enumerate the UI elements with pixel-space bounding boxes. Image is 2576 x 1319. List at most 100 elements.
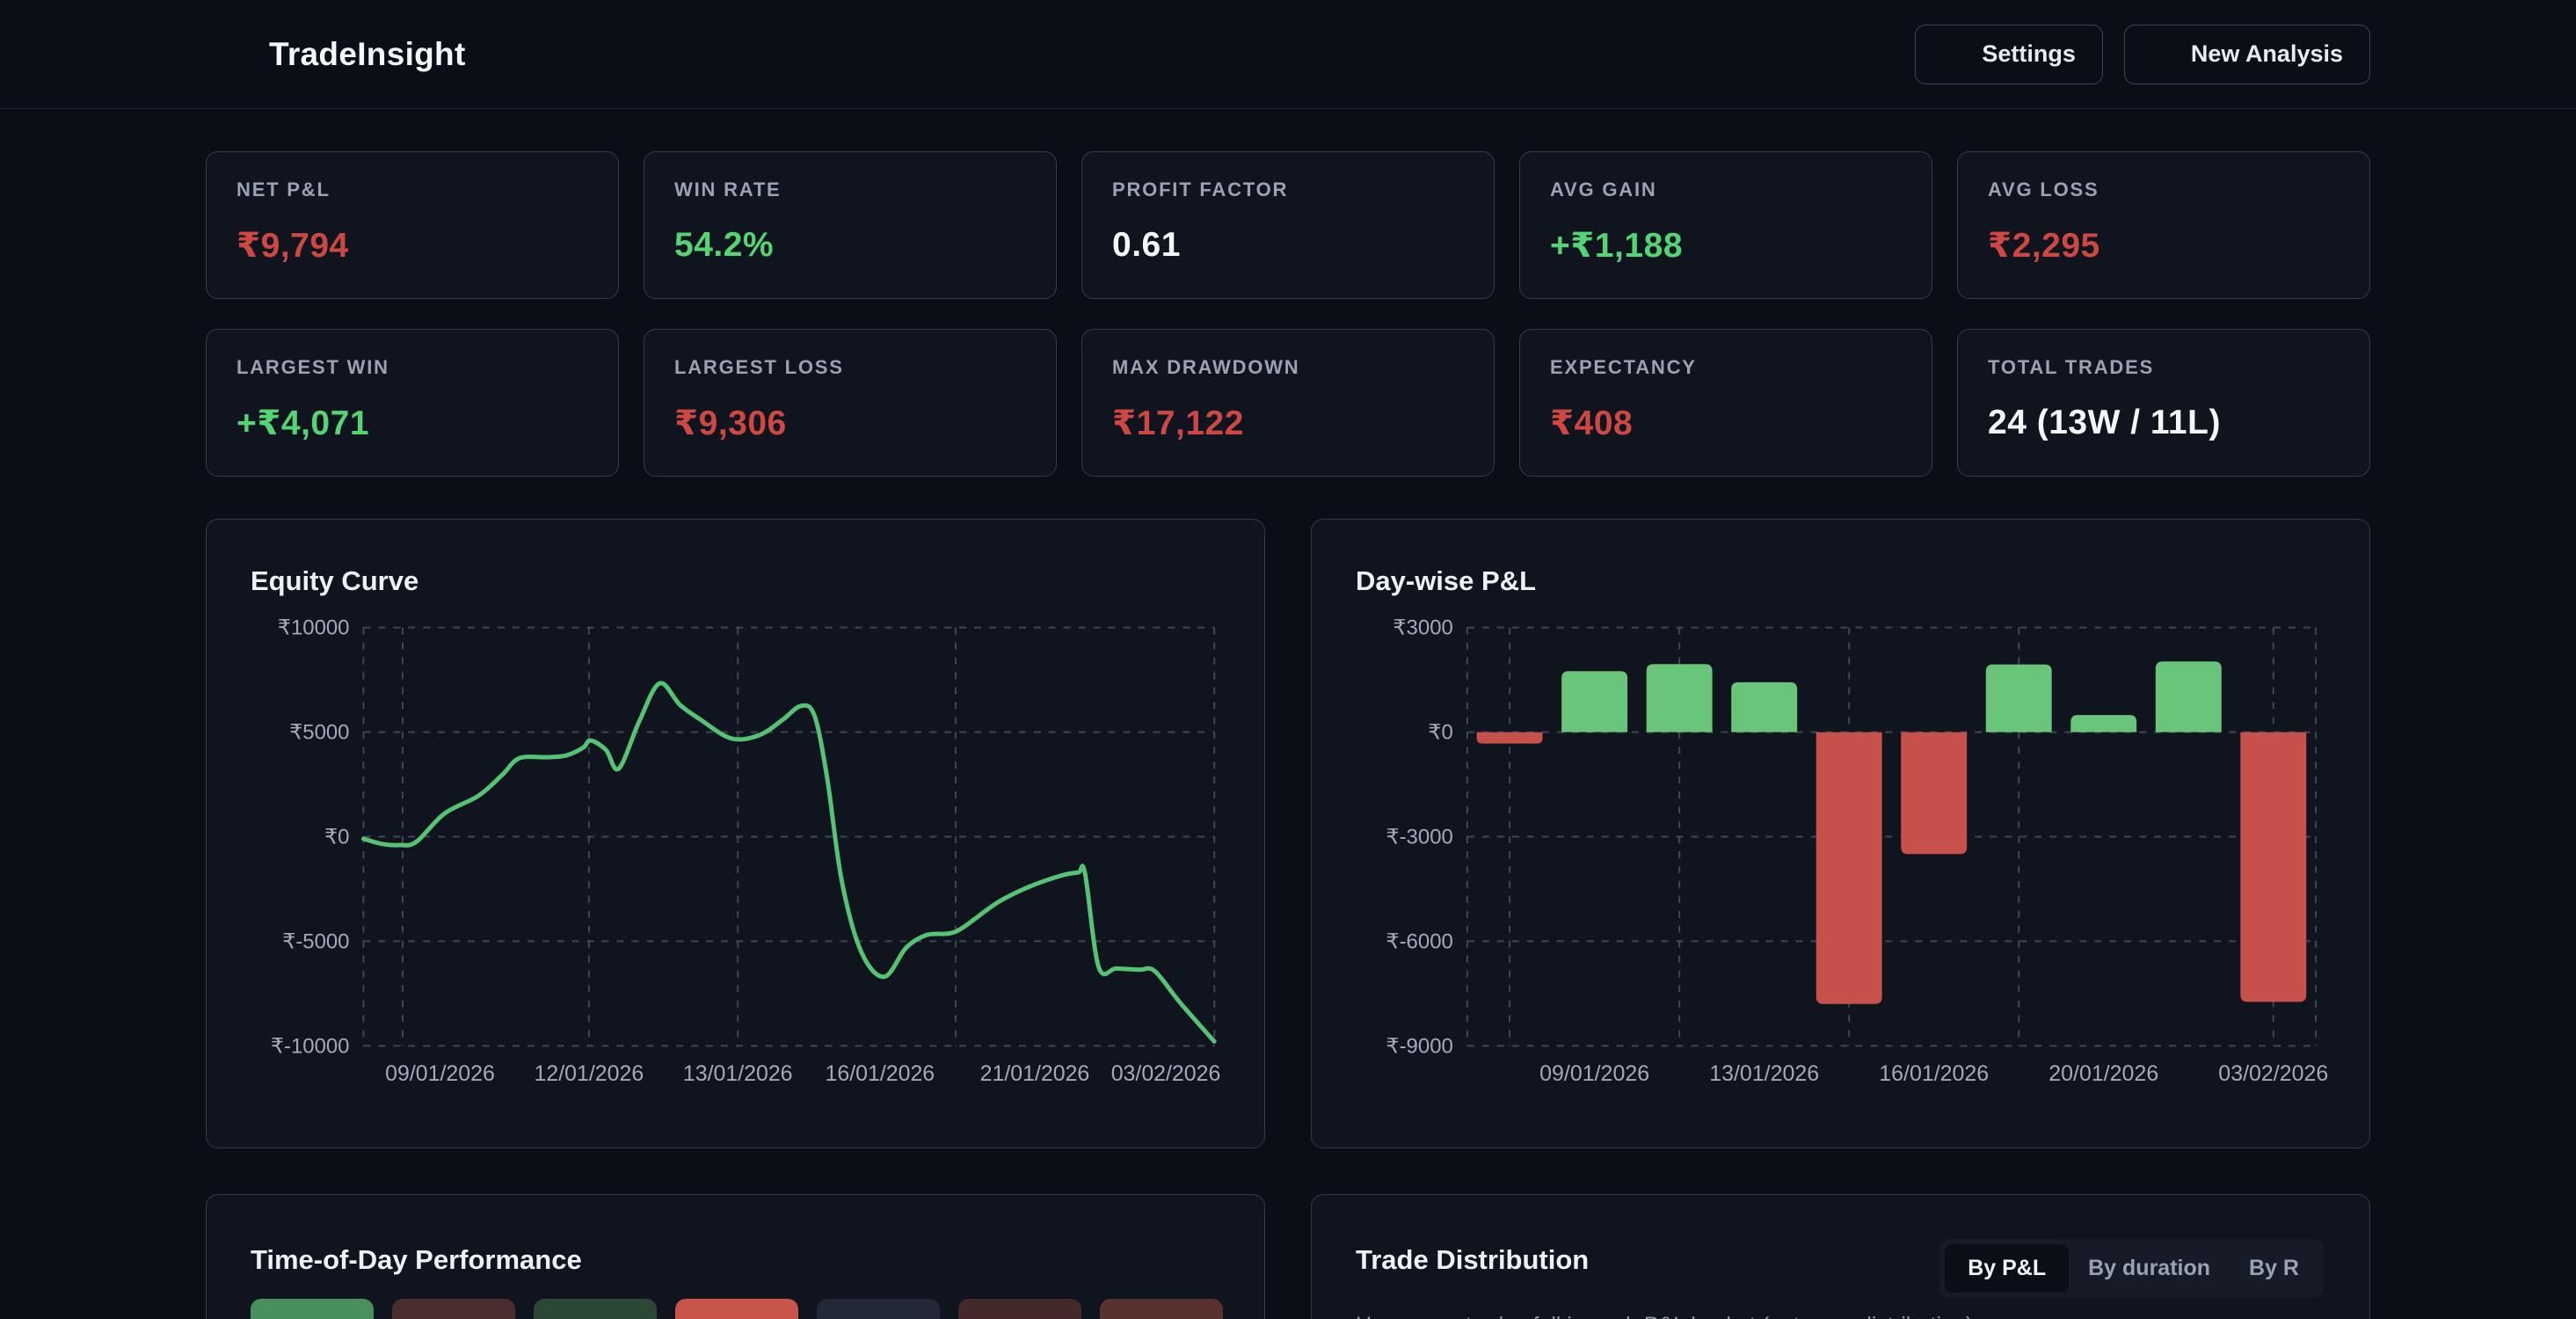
app-logo: TradeInsight [206,32,466,77]
tab-by-p-l[interactable]: By P&L [1945,1244,2070,1293]
stat-label: PROFIT FACTOR [1112,179,1289,200]
stat-value: 0.61 [1112,226,1181,264]
svg-text:09/01/2026: 09/01/2026 [1539,1061,1649,1086]
stat-label: NET P&L [236,179,331,200]
activity-icon [560,179,588,207]
svg-text:16/01/2026: 16/01/2026 [1879,1061,1989,1086]
target-icon [998,179,1026,207]
header-actions: Settings New Analysis [1915,24,2370,84]
daywise-bar [1476,732,1543,744]
stat-value: ₹9,306 [674,404,787,442]
stat-card-win-rate: WIN RATE 54.2% [644,151,1057,299]
svg-text:₹0: ₹0 [1428,721,1453,745]
gear-icon [1942,41,1968,68]
tab-by-r[interactable]: By R [2249,1256,2299,1280]
stat-card-expectancy: EXPECTANCY ₹408 [1519,329,1932,477]
svg-text:₹5000: ₹5000 [289,721,349,745]
stat-label: WIN RATE [674,179,782,200]
bar-chart-icon [1436,179,1464,207]
equity-curve-title: Equity Curve [251,565,419,596]
bottom-row: Time-of-Day Performance Trade Distributi… [206,1194,2370,1319]
stat-label: EXPECTANCY [1550,356,1697,378]
stats-grid: NET P&L ₹9,794 WIN RATE 54.2% PROFIT FACTOR 0… [206,151,2370,477]
stat-card-largest-loss: LARGEST LOSS ₹9,306 [644,329,1057,477]
equity-curve-card: Equity Curve ₹10000 ₹5000 ₹0 ₹-5000 ₹-10000 0… [206,519,1265,1148]
trade-distribution-tabs: By P&L By duration By R [1939,1239,2324,1298]
svg-text:12/01/2026: 12/01/2026 [535,1061,644,1086]
trending-down-icon [2311,179,2340,207]
tab-by-duration[interactable]: By duration [2088,1256,2211,1280]
bar-chart-icon [2311,356,2340,384]
daywise-bar [1901,732,1968,855]
svg-text:16/01/2026: 16/01/2026 [826,1061,935,1086]
stat-value: ₹2,295 [1988,227,2100,265]
stat-label: AVG GAIN [1550,179,1657,200]
stat-value: ₹408 [1550,404,1634,442]
arrow-down-icon [1436,356,1464,384]
svg-text:₹0: ₹0 [324,825,350,849]
settings-button[interactable]: Settings [1915,24,2103,84]
time-of-day-cell [817,1299,940,1319]
svg-text:₹-3000: ₹-3000 [1386,825,1453,849]
time-of-day-heatmap [251,1299,1223,1319]
stat-value: 24 (13W / 11L) [1988,404,2221,441]
svg-text:13/01/2026: 13/01/2026 [683,1061,793,1086]
stat-card-avg-gain: AVG GAIN +₹1,188 [1519,151,1932,299]
new-analysis-button-label: New Analysis [2190,40,2343,67]
stat-card-profit-factor: PROFIT FACTOR 0.61 [1081,151,1495,299]
stat-value: ₹9,794 [236,227,349,265]
trending-up-icon [1874,179,1902,207]
charts-row: Equity Curve ₹10000 ₹5000 ₹0 ₹-5000 ₹-10000 0… [206,519,2370,1148]
stat-card-avg-loss: AVG LOSS ₹2,295 [1957,151,2370,299]
daywise-pnl-card: Day-wise P&L ₹3000 ₹0 ₹-3000 ₹-6000 ₹-9000 09… [1311,519,2370,1148]
stat-label: AVG LOSS [1988,179,2099,200]
time-of-day-cell [251,1299,374,1319]
time-of-day-cell [958,1299,1081,1319]
time-of-day-card: Time-of-Day Performance [206,1194,1265,1319]
stat-value: +₹4,071 [236,404,370,442]
trade-distribution-card: Trade Distribution By P&L By duration By R… [1311,1194,2370,1319]
time-of-day-cell [534,1299,657,1319]
new-analysis-button[interactable]: New Analysis [2123,24,2370,84]
svg-text:20/01/2026: 20/01/2026 [2048,1061,2158,1086]
svg-text:₹10000: ₹10000 [278,616,350,640]
dashboard: NET P&L ₹9,794 WIN RATE 54.2% PROFIT FACTOR 0… [0,151,2576,1319]
daywise-pnl-chart: ₹3000 ₹0 ₹-3000 ₹-6000 ₹-9000 09/01/2026 13/01… [1386,616,2328,1087]
daywise-bar [1816,732,1882,1004]
trending-down-icon [998,356,1026,384]
stat-label: LARGEST LOSS [674,356,844,378]
svg-text:₹-5000: ₹-5000 [282,929,349,953]
trade-distribution-description: How many trades fall in each P&L bucket … [1356,1313,1973,1319]
stat-label: TOTAL TRADES [1988,356,2155,378]
time-of-day-cell [392,1299,515,1319]
svg-text:03/02/2026: 03/02/2026 [2218,1061,2328,1086]
settings-button-label: Settings [1982,40,2076,67]
svg-text:₹-10000: ₹-10000 [271,1034,350,1058]
daywise-bar [2240,732,2307,1002]
stat-label: LARGEST WIN [236,356,389,378]
stat-value: ₹17,122 [1112,404,1244,442]
svg-text:₹-6000: ₹-6000 [1386,929,1453,953]
daywise-bar [1561,671,1628,732]
daywise-bar [1985,664,2052,732]
equity-curve-chart: ₹10000 ₹5000 ₹0 ₹-5000 ₹-10000 09/01/2026 12/0… [271,616,1221,1087]
svg-text:09/01/2026: 09/01/2026 [385,1061,495,1086]
daywise-bar [1646,664,1713,732]
stat-card-largest-win: LARGEST WIN +₹4,071 [206,329,619,477]
trade-distribution-title: Trade Distribution [1356,1244,1590,1275]
svg-text:03/02/2026: 03/02/2026 [1111,1061,1221,1086]
stat-card-total-trades: TOTAL TRADES 24 (13W / 11L) [1957,329,2370,477]
stat-value: +₹1,188 [1550,227,1684,265]
daywise-bar [2155,661,2222,732]
equity-curve-line [360,681,1217,1044]
daywise-bar [2070,715,2137,732]
daywise-bar [1731,681,1798,732]
trending-up-icon [560,356,588,384]
rotate-ccw-icon [2151,41,2178,68]
stat-card-net-p-l: NET P&L ₹9,794 [206,151,619,299]
stat-value: 54.2% [674,226,775,264]
time-of-day-title: Time-of-Day Performance [251,1244,582,1275]
app-title: TradeInsight [269,35,466,72]
stat-label: MAX DRAWDOWN [1112,356,1300,378]
svg-text:₹3000: ₹3000 [1393,616,1453,640]
